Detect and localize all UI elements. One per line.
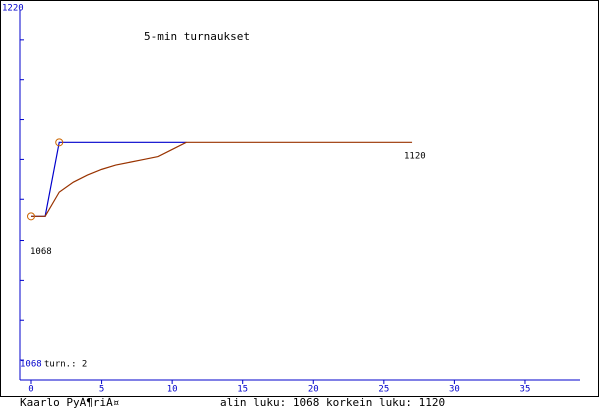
marker [55, 138, 64, 147]
x-tick-label: 15 [237, 385, 248, 395]
x-tick-label: 0 [28, 385, 33, 395]
games-label: turn.: 2 [44, 360, 87, 370]
rating-line [31, 141, 413, 217]
rating-line [31, 141, 187, 217]
x-tick-label: 10 [167, 385, 178, 395]
x-tick-label: 35 [520, 385, 531, 395]
annotation: 1068 [30, 247, 52, 257]
y-top-label: 1220 [2, 4, 24, 14]
y-bottom-label: 1068 [20, 360, 42, 370]
x-tick-label: 25 [378, 385, 389, 395]
chart-title: 5-min turnaukset [144, 30, 250, 43]
marker [27, 212, 36, 221]
footer-name: Kaarlo PyĂ¶riĂ¤ [20, 396, 119, 409]
x-tick-label: 5 [99, 385, 104, 395]
x-tick-label: 20 [308, 385, 319, 395]
footer-stats: alin luku: 1068 korkein luku: 1120 [220, 396, 445, 409]
x-tick-label: 30 [449, 385, 460, 395]
frame [0, 0, 599, 397]
annotation: 1120 [404, 151, 426, 161]
